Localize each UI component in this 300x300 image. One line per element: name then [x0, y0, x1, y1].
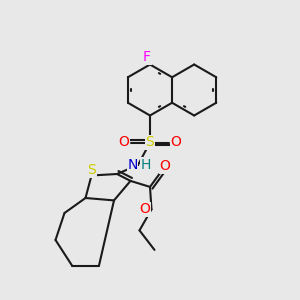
Text: O: O	[160, 159, 170, 173]
Text: F: F	[143, 50, 151, 64]
Text: S: S	[87, 163, 96, 177]
Text: O: O	[118, 136, 129, 149]
Text: O: O	[140, 202, 150, 216]
Text: H: H	[140, 158, 151, 172]
Text: S: S	[146, 136, 154, 149]
Text: O: O	[171, 136, 182, 149]
Text: N: N	[128, 158, 138, 172]
